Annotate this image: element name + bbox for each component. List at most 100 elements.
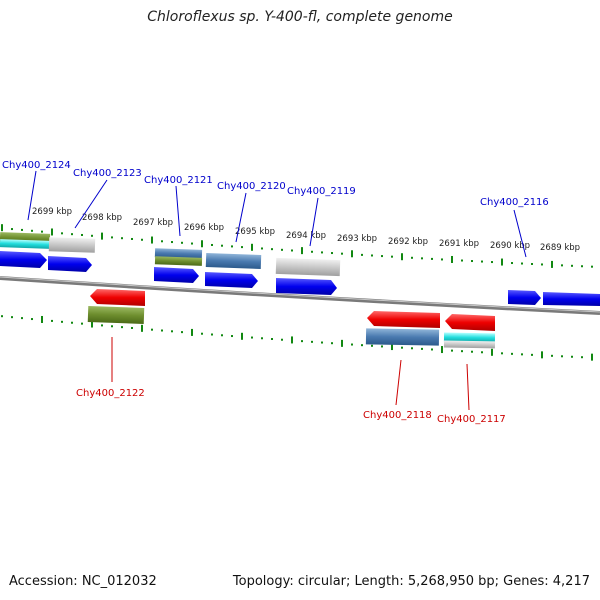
minor-tick: [411, 347, 413, 350]
minor-tick: [191, 242, 193, 245]
minor-tick: [231, 245, 233, 248]
scale-label: 2691 kbp: [439, 239, 479, 249]
minor-tick: [361, 344, 363, 347]
reverse-genes: [90, 289, 495, 331]
accession-label: Accession: NC_012032: [9, 574, 157, 589]
major-tick: [151, 236, 153, 244]
minor-tick: [111, 236, 113, 239]
forward-tick-row: [1, 224, 593, 268]
minor-tick: [281, 338, 283, 341]
major-tick: [251, 243, 253, 251]
gene-feature-gray: [48, 237, 96, 253]
major-tick: [591, 353, 593, 361]
minor-tick: [331, 252, 333, 255]
gene-label-chy400-2116: Chy400_2116: [480, 197, 549, 208]
minor-tick: [31, 318, 33, 321]
minor-tick: [461, 259, 463, 262]
minor-tick: [271, 248, 273, 251]
minor-tick: [551, 354, 553, 357]
minor-tick: [361, 253, 363, 256]
scale-label: 2698 kbp: [82, 213, 122, 223]
minor-tick: [431, 348, 433, 351]
minor-tick: [211, 243, 213, 246]
genome-backbone-highlight: [0, 276, 600, 313]
minor-tick: [321, 251, 323, 254]
minor-tick: [571, 355, 573, 358]
gene-label-chy400-2121: Chy400_2121: [144, 175, 213, 186]
minor-tick: [491, 261, 493, 264]
gene-arrow-blue: [508, 290, 541, 305]
gene-feature-steel: [365, 328, 440, 346]
genome-summary-label: Topology: circular; Length: 5,268,950 bp…: [232, 574, 590, 589]
forward-features: [0, 232, 341, 277]
gene-arrow-red: [90, 289, 145, 306]
gene-label-chy400-2117: Chy400_2117: [437, 414, 506, 425]
minor-tick: [571, 264, 573, 267]
major-tick: [1, 224, 3, 232]
minor-tick: [51, 319, 53, 322]
scale-label: 2694 kbp: [286, 231, 326, 241]
major-tick: [241, 332, 243, 340]
minor-tick: [421, 257, 423, 260]
minor-tick: [161, 329, 163, 332]
map-title: Chloroflexus sp. Y-400-fl, complete geno…: [147, 9, 453, 25]
minor-tick: [201, 332, 203, 335]
minor-tick: [181, 241, 183, 244]
gene-arrow-blue: [48, 256, 92, 272]
minor-tick: [131, 326, 133, 329]
minor-tick: [171, 330, 173, 333]
major-tick: [41, 315, 43, 323]
minor-tick: [61, 320, 63, 323]
minor-tick: [561, 355, 563, 358]
minor-tick: [291, 249, 293, 252]
minor-tick: [121, 237, 123, 240]
major-tick: [401, 253, 403, 261]
gene-label-chy400-2119: Chy400_2119: [287, 186, 356, 197]
minor-tick: [41, 230, 43, 233]
gene-label-chy400-2123: Chy400_2123: [73, 168, 142, 179]
minor-tick: [471, 260, 473, 263]
minor-tick: [471, 350, 473, 353]
gene-feature-steel: [205, 253, 262, 269]
minor-tick: [101, 324, 103, 327]
gene-label-chy400-2122: Chy400_2122: [76, 388, 145, 399]
gene-feature-green: [87, 306, 145, 324]
minor-tick: [531, 353, 533, 356]
gene-feature-cyan: [443, 332, 496, 343]
scale-labels: 2699 kbp 2698 kbp 2697 kbp 2696 kbp 2695…: [32, 207, 580, 253]
scale-label: 2693 kbp: [337, 234, 377, 244]
minor-tick: [281, 248, 283, 251]
minor-tick: [71, 233, 73, 236]
minor-tick: [211, 333, 213, 336]
major-tick: [451, 255, 453, 263]
scale-label: 2697 kbp: [133, 218, 173, 228]
forward-genes: [0, 251, 600, 306]
gene-label-chy400-2120: Chy400_2120: [217, 181, 286, 192]
minor-tick: [331, 342, 333, 345]
minor-tick: [591, 265, 593, 268]
minor-tick: [181, 331, 183, 334]
minor-tick: [1, 315, 3, 318]
major-tick: [141, 324, 143, 332]
gene-arrow-blue: [543, 292, 600, 306]
minor-tick: [81, 233, 83, 236]
minor-tick: [381, 255, 383, 258]
minor-tick: [411, 256, 413, 259]
minor-tick: [581, 265, 583, 268]
minor-tick: [401, 346, 403, 349]
label-leaders: [27, 170, 527, 411]
gene-labels: Chy400_2124 Chy400_2123 Chy400_2121 Chy4…: [2, 160, 549, 425]
minor-tick: [351, 343, 353, 346]
minor-tick: [481, 351, 483, 354]
gene-arrow-blue: [154, 267, 199, 283]
gene-feature-green: [154, 256, 203, 266]
minor-tick: [231, 335, 233, 338]
minor-tick: [131, 237, 133, 240]
minor-tick: [391, 255, 393, 258]
minor-tick: [461, 350, 463, 353]
scale-label: 2690 kbp: [490, 241, 530, 251]
minor-tick: [81, 322, 83, 325]
gene-arrow-red: [445, 314, 495, 331]
minor-tick: [261, 247, 263, 250]
major-tick: [351, 250, 353, 258]
